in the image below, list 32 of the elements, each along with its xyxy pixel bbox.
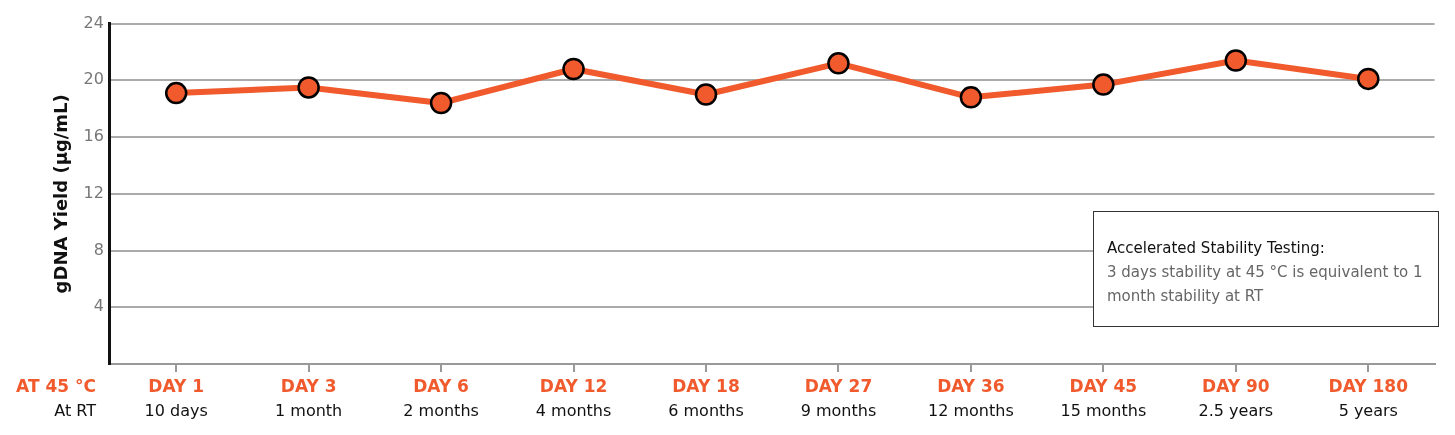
point (827, 52, 850, 75)
point (694, 83, 718, 106)
text: AT 45 °C (16, 376, 96, 397)
x-tick-label: DAY 12 4 months (535, 376, 612, 421)
x-tick-label: DAY 18 6 months (668, 376, 744, 421)
point (1357, 67, 1380, 91)
annotation: Accelerated Stability Testing: (1107, 238, 1326, 259)
y-tick-label: 24 (83, 12, 104, 32)
text: At RT (54, 401, 97, 421)
point (164, 81, 188, 105)
annotation: 3 days stability at 45 °C is equivalent to 1 month stability at RT (1107, 262, 1424, 307)
note-box: Accelerated Stability Testing: 3 days stability at 45 °C is equivalent to 1 month stability at RT (1093, 211, 1439, 327)
point (297, 76, 320, 99)
x-tick-label: DAY 180 5 years (1328, 376, 1409, 421)
x-tick-label: DAY 1 10 days (144, 376, 208, 421)
y-tick-label: 16 (83, 126, 104, 146)
point (1092, 73, 1115, 96)
y-tick-label: 8 (93, 239, 104, 259)
point (959, 86, 983, 109)
point (429, 91, 453, 115)
x-tick-label: DAY 6 2 months (403, 376, 479, 421)
x-tick-label: DAY 36 12 months (928, 376, 1014, 421)
point (1224, 49, 1248, 72)
x-tick-label: DAY 3 1 month (275, 376, 343, 421)
x-tick-label: DAY 27 9 months (800, 376, 877, 421)
x-tick-label: DAY 45 15 months (1060, 376, 1147, 421)
y-tick-label: 12 (83, 182, 104, 202)
y-tick-label: 20 (83, 69, 104, 89)
y-tick-label: 4 (93, 296, 104, 316)
point (562, 57, 585, 81)
y-axis-title: gDNA Yield (µg/mL) (50, 94, 72, 294)
x-tick-label: DAY 90 2.5 years (1198, 376, 1274, 421)
